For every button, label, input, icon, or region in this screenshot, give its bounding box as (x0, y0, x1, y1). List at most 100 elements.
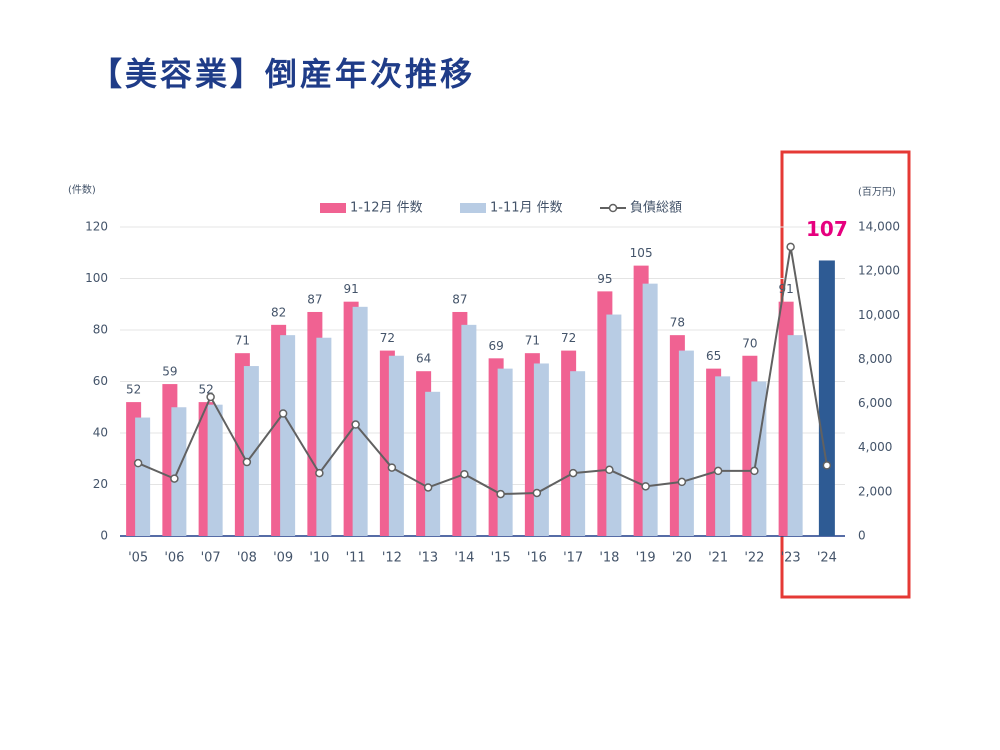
value-label: 72 (380, 331, 395, 345)
legend-swatch (608, 203, 618, 213)
line-point (677, 477, 687, 487)
x-tick-label: '19 (636, 551, 656, 566)
bar (171, 407, 187, 536)
line-point (713, 466, 723, 476)
legend-label: 1-11月 件数 (490, 201, 563, 216)
x-tick-label: '15 (491, 551, 511, 566)
value-label: 69 (488, 339, 503, 353)
y-tick-label: 80 (93, 323, 108, 337)
value-label: 59 (162, 365, 177, 379)
x-tick-label: '10 (309, 551, 329, 566)
x-tick-label: '11 (346, 551, 366, 566)
x-tick-label: '22 (744, 551, 764, 566)
value-label: 65 (706, 349, 721, 363)
value-label: 71 (235, 334, 250, 348)
legend-swatch (320, 203, 346, 213)
line-point (496, 489, 505, 499)
x-tick-label: '07 (201, 551, 221, 566)
value-label: 95 (597, 272, 612, 286)
y2-tick-label: 2,000 (858, 484, 892, 498)
value-label: 72 (561, 331, 576, 345)
line-point (315, 468, 324, 478)
value-label: 70 (742, 336, 757, 350)
value-label: 91 (343, 282, 358, 296)
line-point (206, 392, 215, 402)
x-tick-label: '17 (563, 551, 583, 566)
value-label: 78 (670, 316, 685, 330)
value-label: 107 (806, 217, 848, 241)
value-label: 91 (778, 282, 793, 296)
value-label: 64 (416, 352, 431, 366)
value-label: 87 (307, 292, 322, 306)
value-label: 82 (271, 305, 286, 319)
y2-tick-label: 6,000 (858, 396, 892, 410)
bar (533, 363, 549, 536)
value-label: 87 (452, 292, 467, 306)
line-point (786, 242, 795, 252)
bar (425, 391, 441, 536)
legend-label: 負債総額 (630, 201, 682, 216)
y2-tick-label: 12,000 (858, 264, 900, 278)
y-tick-label: 20 (93, 477, 108, 491)
value-label: 105 (630, 246, 653, 260)
legend-swatch (460, 203, 486, 213)
legend-label: 1-12月 件数 (350, 201, 423, 216)
bar (280, 335, 296, 536)
x-tick-label: '09 (273, 551, 293, 566)
line-point (351, 420, 360, 429)
bar (316, 337, 332, 536)
x-tick-label: '06 (164, 551, 184, 566)
y2-tick-label: 10,000 (858, 308, 900, 322)
y-tick-label: 0 (100, 529, 108, 543)
line-point (387, 463, 397, 472)
bar (388, 355, 404, 536)
line-point (568, 468, 578, 478)
bar (497, 368, 513, 536)
x-tick-label: '16 (527, 551, 547, 566)
line-point (242, 457, 252, 467)
y-tick-label: 60 (93, 374, 108, 388)
line-point (170, 474, 179, 483)
y-tick-label: 120 (85, 220, 108, 234)
y2-tick-label: 0 (858, 529, 866, 543)
line-point (423, 483, 433, 492)
line-point (750, 466, 759, 476)
bar (606, 314, 622, 536)
bar (135, 417, 151, 536)
bar (642, 283, 658, 536)
x-tick-label: '12 (382, 551, 402, 566)
y-tick-label: 100 (85, 271, 108, 285)
bar (678, 350, 694, 536)
line-point (822, 461, 832, 470)
line-point (641, 482, 650, 491)
y2-tick-label: 14,000 (858, 220, 900, 234)
x-tick-label: '24 (817, 551, 837, 566)
y2-axis-label: (百万円) (858, 186, 896, 198)
bar (715, 376, 731, 536)
y-axis-label: (件数) (68, 183, 96, 196)
bar (352, 306, 368, 536)
bar (461, 324, 477, 536)
line-point (278, 409, 288, 418)
line-point (133, 458, 143, 468)
line-point (532, 488, 542, 498)
line-point (460, 469, 469, 479)
line-point (605, 465, 614, 475)
bar (787, 335, 803, 536)
x-tick-label: '14 (454, 551, 474, 566)
value-label: 52 (126, 383, 141, 397)
x-tick-label: '13 (418, 551, 438, 566)
x-tick-label: '05 (128, 551, 148, 566)
y2-tick-label: 8,000 (858, 352, 892, 366)
bar (818, 260, 835, 536)
x-tick-label: '21 (708, 551, 728, 566)
bar (570, 371, 586, 536)
y-tick-label: 40 (93, 426, 108, 440)
bar (207, 404, 223, 536)
line (137, 246, 828, 496)
chart-title: 【美容業】倒産年次推移 (90, 55, 475, 93)
y2-tick-label: 4,000 (858, 440, 892, 454)
x-tick-label: '18 (599, 551, 619, 566)
x-tick-label: '08 (237, 551, 257, 566)
